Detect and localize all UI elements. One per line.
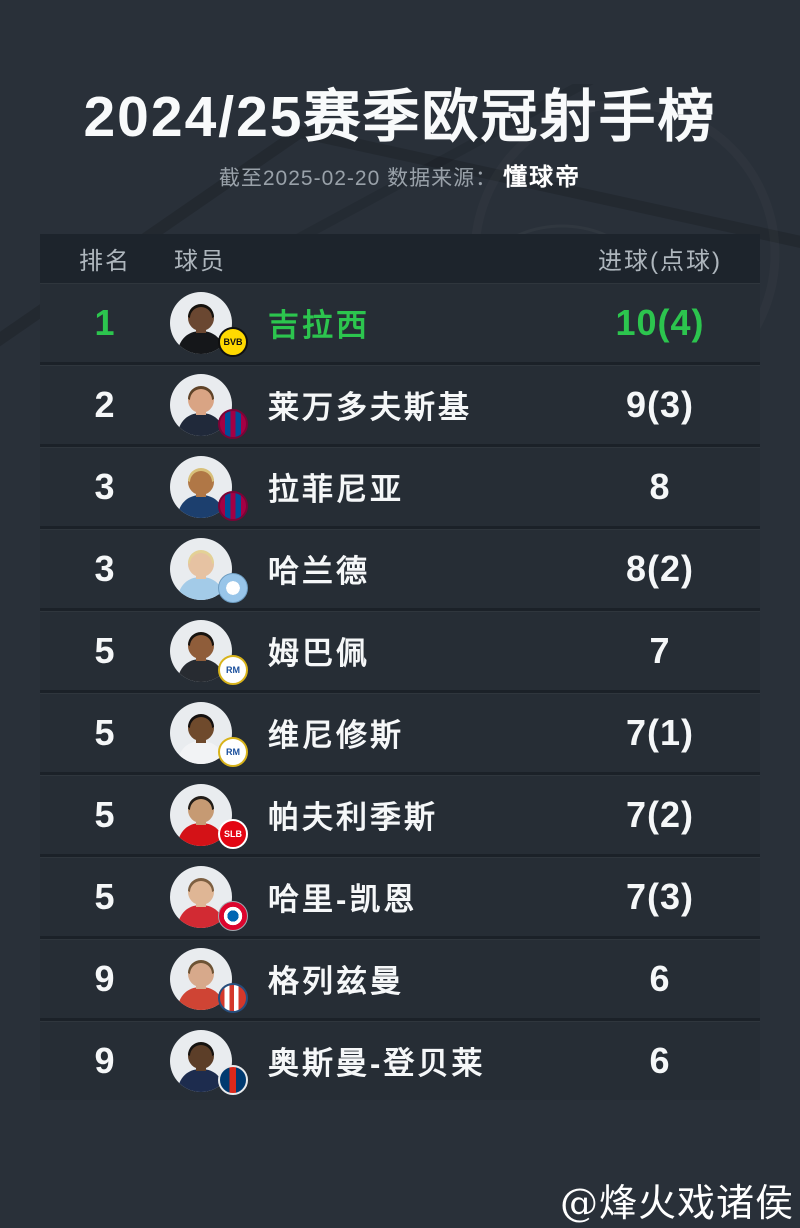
player-avatar: RM <box>170 701 248 767</box>
author-watermark: @烽火戏诸侯 <box>559 1181 794 1225</box>
header-player: 球员 <box>174 248 226 275</box>
player-cell: BVB 吉拉西 <box>170 291 560 357</box>
bayern-badge <box>218 900 248 931</box>
rank-value: 2 <box>94 383 116 425</box>
barcelona-badge <box>218 490 248 521</box>
goals-value: 8 <box>649 465 671 507</box>
player-avatar: BVB <box>170 291 248 357</box>
scorer-row: 9 奥斯曼-登贝莱 6 <box>40 1021 760 1100</box>
player-silhouette <box>177 959 225 1010</box>
player-name: 奥斯曼-登贝莱 <box>268 1046 486 1081</box>
player-avatar <box>170 947 248 1013</box>
scorer-row: 9 格列兹曼 6 <box>40 939 760 1018</box>
scorer-row: 3 拉菲尼亚 8 <box>40 447 760 526</box>
rank-value: 5 <box>94 793 116 835</box>
player-cell: 格列兹曼 <box>170 947 560 1013</box>
goals-value: 10(4) <box>615 301 705 343</box>
player-photo <box>170 291 232 354</box>
player-name: 姆巴佩 <box>268 636 370 671</box>
player-cell: RM 姆巴佩 <box>170 619 560 685</box>
psg-badge <box>218 1064 248 1095</box>
subtitle-date-source: 截至2025-02-20 数据来源： <box>218 167 498 190</box>
top-scorers-table: 排名 球员 进球(点球) 1 BVB 吉拉西 10(4) 2 <box>40 234 760 1100</box>
player-name: 帕夫利季斯 <box>268 800 438 835</box>
player-cell: SLB 帕夫利季斯 <box>170 783 560 849</box>
player-silhouette <box>177 549 225 600</box>
man-city-badge <box>218 572 248 603</box>
goals-value: 6 <box>649 1039 671 1081</box>
rank-value: 9 <box>94 1039 116 1081</box>
player-name: 哈里-凯恩 <box>268 882 418 917</box>
player-silhouette <box>177 631 225 682</box>
player-photo <box>170 1029 232 1092</box>
player-silhouette <box>177 795 225 846</box>
goals-value: 7 <box>649 629 671 671</box>
rank-value: 5 <box>94 629 116 671</box>
player-avatar <box>170 537 248 603</box>
scorer-row: 5 哈里-凯恩 7(3) <box>40 857 760 936</box>
data-source-name: 懂球帝 <box>503 164 582 191</box>
header-goals: 进球(点球) <box>598 248 722 275</box>
barcelona-badge <box>218 408 248 439</box>
player-cell: 拉菲尼亚 <box>170 455 560 521</box>
table-header-row: 排名 球员 进球(点球) <box>40 234 760 283</box>
rank-value: 9 <box>94 957 116 999</box>
subtitle: 截至2025-02-20 数据来源： 懂球帝 <box>0 163 800 194</box>
rank-value: 1 <box>94 301 116 343</box>
player-avatar <box>170 1029 248 1095</box>
player-photo <box>170 783 232 846</box>
goals-value: 9(3) <box>625 383 695 425</box>
scorer-row: 5 SLB 帕夫利季斯 7(2) <box>40 775 760 854</box>
header-rank: 排名 <box>79 248 131 275</box>
player-silhouette <box>177 713 225 764</box>
player-silhouette <box>177 303 225 354</box>
rank-value: 3 <box>94 547 116 589</box>
player-silhouette <box>177 1041 225 1092</box>
real-madrid-badge: RM <box>218 654 248 685</box>
player-name: 拉菲尼亚 <box>268 472 404 507</box>
player-photo <box>170 619 232 682</box>
player-name: 莱万多夫斯基 <box>268 390 472 425</box>
rank-value: 5 <box>94 875 116 917</box>
player-avatar <box>170 455 248 521</box>
player-silhouette <box>177 385 225 436</box>
atletico-madrid-badge <box>218 982 248 1013</box>
goals-value: 7(1) <box>625 711 695 753</box>
player-photo <box>170 701 232 764</box>
player-name: 维尼修斯 <box>268 718 404 753</box>
player-avatar: SLB <box>170 783 248 849</box>
scorer-row: 1 BVB 吉拉西 10(4) <box>40 283 760 362</box>
rank-value: 3 <box>94 465 116 507</box>
player-cell: 哈里-凯恩 <box>170 865 560 931</box>
player-name: 吉拉西 <box>268 308 370 343</box>
real-madrid-badge: RM <box>218 736 248 767</box>
scorer-row: 5 RM 维尼修斯 7(1) <box>40 693 760 772</box>
player-cell: 哈兰德 <box>170 537 560 603</box>
goals-value: 7(3) <box>625 875 695 917</box>
goals-value: 8(2) <box>625 547 695 589</box>
dortmund-badge: BVB <box>218 326 248 357</box>
player-cell: 莱万多夫斯基 <box>170 373 560 439</box>
player-avatar <box>170 865 248 931</box>
player-name: 哈兰德 <box>268 554 370 589</box>
player-name: 格列兹曼 <box>268 964 404 999</box>
benfica-badge: SLB <box>218 818 248 849</box>
player-avatar <box>170 373 248 439</box>
goals-value: 7(2) <box>625 793 695 835</box>
scorer-row: 3 哈兰德 8(2) <box>40 529 760 608</box>
scorer-rows: 1 BVB 吉拉西 10(4) 2 <box>40 283 760 1100</box>
player-cell: 奥斯曼-登贝莱 <box>170 1029 560 1095</box>
goals-value: 6 <box>649 957 671 999</box>
player-silhouette <box>177 467 225 518</box>
player-cell: RM 维尼修斯 <box>170 701 560 767</box>
player-silhouette <box>177 877 225 928</box>
player-avatar: RM <box>170 619 248 685</box>
player-photo <box>170 373 232 436</box>
rank-value: 5 <box>94 711 116 753</box>
page-title: 2024/25赛季欧冠射手榜 <box>83 85 717 149</box>
scorer-row: 5 RM 姆巴佩 7 <box>40 611 760 690</box>
scorer-row: 2 莱万多夫斯基 9(3) <box>40 365 760 444</box>
